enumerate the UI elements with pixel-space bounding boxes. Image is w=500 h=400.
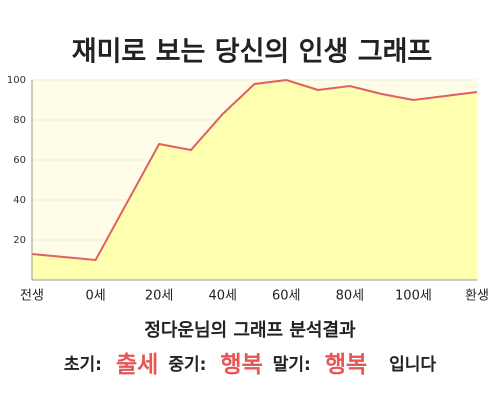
x-tick-label: 환생: [465, 289, 489, 304]
y-tick-label: 40: [13, 195, 26, 206]
y-tick-label: 60: [13, 155, 26, 166]
y-tick-label: 100: [7, 75, 26, 86]
line: [31, 78, 478, 262]
result-label: 말기:: [273, 354, 311, 375]
y-tick-label: 20: [13, 235, 26, 246]
result-label: 중기:: [168, 355, 206, 375]
result-value: 행복: [325, 352, 367, 378]
x-tick-label: 40세: [208, 289, 237, 304]
result-ending: 입니다: [389, 355, 436, 375]
x-tick-label: 0세: [85, 289, 105, 304]
result-line: 초기: 출세 중기: 행복 말기: 행복 입니다: [64, 352, 437, 378]
x-tick-label: 전생: [20, 289, 44, 304]
x-tick-label: 60세: [272, 289, 301, 304]
result-label: 초기:: [64, 355, 102, 375]
x-tick-label: 100세: [395, 289, 432, 304]
x-tick-label: 80세: [336, 289, 365, 304]
result-value: 출세: [116, 352, 158, 378]
y-tick-label: 80: [13, 115, 26, 126]
chart-title: 재미로 보는 당신의 인생 그래프: [72, 37, 433, 68]
area-fill: [32, 80, 477, 280]
result-value: 행복: [220, 352, 262, 378]
result-heading: 정다운님의 그래프 분석결과: [144, 320, 356, 341]
x-tick-label: 20세: [145, 289, 174, 304]
